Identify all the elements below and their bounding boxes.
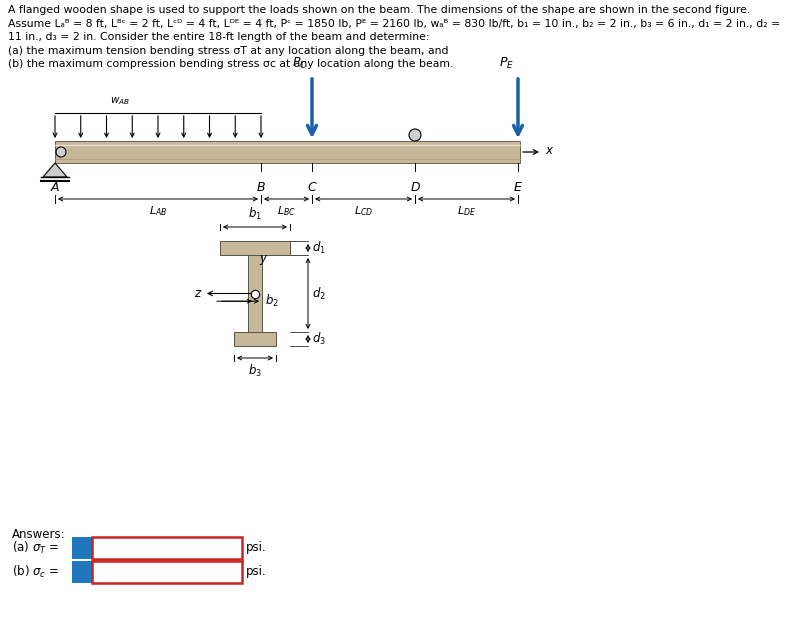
- Text: 11 in., d₃ = 2 in. Consider the entire 18-ft length of the beam and determine:: 11 in., d₃ = 2 in. Consider the entire 1…: [8, 32, 429, 42]
- Text: $b_3$: $b_3$: [247, 363, 262, 379]
- Text: psi.: psi.: [246, 541, 267, 555]
- Text: 864.39: 864.39: [98, 565, 139, 579]
- Text: $b_1$: $b_1$: [247, 206, 262, 222]
- Text: $d_1$: $d_1$: [311, 240, 325, 256]
- Text: psi.: psi.: [246, 565, 267, 579]
- Bar: [247, 255, 262, 332]
- Polygon shape: [43, 163, 67, 177]
- Bar: [55, 141, 519, 163]
- Text: (b) $\sigma_c$ =: (b) $\sigma_c$ =: [12, 564, 59, 580]
- Text: $L_{AB}$: $L_{AB}$: [148, 204, 167, 218]
- Text: $P_C$: $P_C$: [292, 56, 307, 71]
- Bar: [72, 561, 92, 583]
- Text: (a) $\sigma_T$ =: (a) $\sigma_T$ =: [12, 540, 59, 556]
- Bar: [72, 537, 92, 559]
- Bar: [234, 332, 276, 346]
- Text: $L_{CD}$: $L_{CD}$: [354, 204, 373, 218]
- Text: $b_2$: $b_2$: [264, 293, 278, 309]
- Bar: [220, 241, 290, 255]
- Text: B: B: [256, 181, 265, 194]
- Text: C: C: [307, 181, 316, 194]
- Text: A: A: [50, 181, 59, 194]
- Text: z: z: [194, 287, 200, 300]
- Text: $d_2$: $d_2$: [311, 285, 325, 302]
- Text: $d_3$: $d_3$: [311, 331, 325, 347]
- Bar: [92, 537, 242, 559]
- Text: D: D: [410, 181, 419, 194]
- Text: $L_{BC}$: $L_{BC}$: [277, 204, 295, 218]
- Circle shape: [409, 129, 420, 141]
- Bar: [92, 561, 242, 583]
- Text: i: i: [79, 541, 84, 555]
- Text: i: i: [79, 565, 84, 579]
- Text: y: y: [259, 252, 266, 265]
- Text: $P_E$: $P_E$: [498, 56, 513, 71]
- Text: $L_{DE}$: $L_{DE}$: [457, 204, 475, 218]
- Text: A flanged wooden shape is used to support the loads shown on the beam. The dimen: A flanged wooden shape is used to suppor…: [8, 5, 749, 15]
- Text: (b) the maximum compression bending stress σc at any location along the beam.: (b) the maximum compression bending stre…: [8, 59, 453, 69]
- Text: x: x: [544, 144, 551, 158]
- Text: 666.41: 666.41: [98, 541, 139, 555]
- Text: $w_{AB}$: $w_{AB}$: [110, 95, 130, 107]
- Circle shape: [56, 147, 66, 157]
- Text: E: E: [513, 181, 521, 194]
- Text: Answers:: Answers:: [12, 528, 66, 541]
- Text: Assume Lₐᴮ = 8 ft, Lᴮᶜ = 2 ft, Lᶜᴰ = 4 ft, Lᴰᴱ = 4 ft, Pᶜ = 1850 lb, Pᴱ = 2160 l: Assume Lₐᴮ = 8 ft, Lᴮᶜ = 2 ft, Lᶜᴰ = 4 f…: [8, 18, 779, 28]
- Text: (a) the maximum tension bending stress σT at any location along the beam, and: (a) the maximum tension bending stress σ…: [8, 45, 448, 56]
